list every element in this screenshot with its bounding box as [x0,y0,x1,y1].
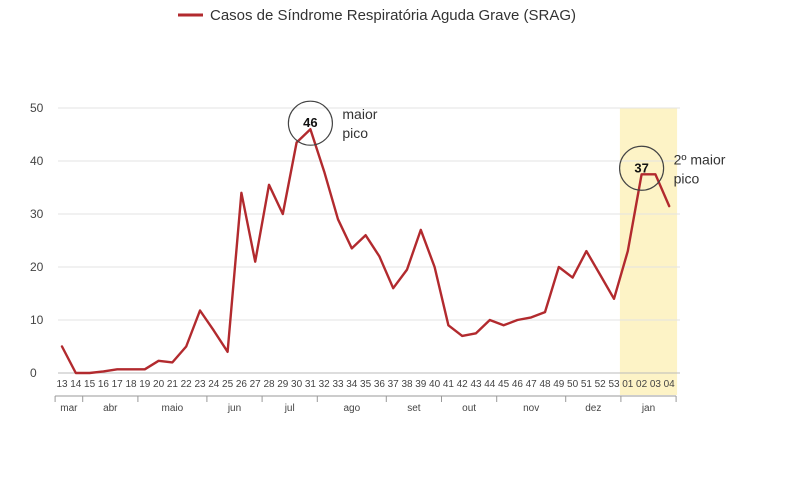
x-tick-label: 22 [181,379,193,390]
x-tick-label: 14 [70,379,82,390]
legend: Casos de Síndrome Respiratória Aguda Gra… [178,7,576,24]
peak-circle [618,145,665,191]
x-tick-label: 01 [622,379,634,390]
y-tick-label: 20 [30,260,44,274]
month-label: set [407,403,421,414]
annotation-layer: 46 maior pico 37 2º maior pico [287,100,726,191]
month-label: jan [641,403,655,414]
x-tick-label: 38 [401,379,413,390]
x-tick-label: 45 [498,379,510,390]
x-tick-label: 19 [139,379,151,390]
peak-annotation-text: 2º maior [674,151,726,167]
x-tick-label: 31 [305,379,317,390]
x-tick-label: 13 [56,379,68,390]
y-tick-label: 10 [30,313,44,327]
x-tick-label: 21 [167,379,179,390]
x-tick-label: 39 [415,379,427,390]
peak-value-label: 37 [634,160,648,175]
x-tick-label: 32 [319,379,331,390]
x-tick-label: 04 [664,379,676,390]
highlight-layer [619,108,678,395]
peak-annotation-text: maior [342,106,377,122]
x-tick-label: 43 [470,379,482,390]
x-tick-label: 46 [512,379,524,390]
x-tick-label: 41 [443,379,455,390]
x-tick-label: 17 [112,379,124,390]
x-tick-label: 33 [332,379,344,390]
x-tick-label: 29 [277,379,289,390]
x-tick-label: 34 [346,379,358,390]
month-label: dez [585,403,601,414]
legend-label: Casos de Síndrome Respiratória Aguda Gra… [210,7,576,24]
y-tick-label: 0 [30,366,37,380]
x-tick-label: 48 [539,379,551,390]
x-tick-label: 20 [153,379,165,390]
x-tick-label: 23 [194,379,206,390]
grid-layer: 0 10 20 30 40 50 [30,101,680,380]
month-label: out [462,403,476,414]
y-tick-label: 40 [30,154,44,168]
x-tick-label: 27 [250,379,262,390]
peak-value-label: 46 [303,115,317,130]
y-tick-label: 50 [30,101,44,115]
highlight-band [619,108,678,395]
month-label: jun [227,403,241,414]
x-tick-label: 37 [388,379,400,390]
x-tick-label: 53 [608,379,620,390]
month-label: jul [284,403,295,414]
x-axis: 13 14 15 16 17 18 19 20 21 22 23 24 25 26 27 28 29 30 31 32… [54,379,677,414]
x-tick-label: 40 [429,379,441,390]
x-tick-label: 36 [374,379,386,390]
y-tick-label: 30 [30,207,44,221]
x-tick-label: 16 [98,379,110,390]
series-line [60,127,671,375]
peak-circle [287,100,333,146]
x-tick-label: 51 [581,379,593,390]
month-label: abr [103,403,118,414]
series-layer [60,127,671,375]
x-tick-label: 47 [526,379,538,390]
peak-annotation-text: pico [674,170,700,186]
month-label: maio [162,403,184,414]
x-tick-label: 03 [650,379,662,390]
x-tick-label: 25 [222,379,234,390]
month-label: mar [60,403,78,414]
x-tick-label: 52 [595,379,607,390]
x-tick-label: 50 [567,379,579,390]
x-tick-label: 15 [84,379,96,390]
x-tick-label: 49 [553,379,565,390]
x-tick-label: 18 [125,379,137,390]
x-tick-label: 30 [291,379,303,390]
x-tick-label: 44 [484,379,496,390]
month-label: ago [343,403,360,414]
month-label: nov [523,403,539,414]
x-tick-label: 24 [208,379,220,390]
peak-annotation-text: pico [342,125,368,141]
x-tick-label: 28 [263,379,275,390]
x-tick-label: 42 [457,379,469,390]
x-tick-label: 35 [360,379,372,390]
x-tick-label: 26 [236,379,248,390]
x-tick-label: 02 [636,379,648,390]
